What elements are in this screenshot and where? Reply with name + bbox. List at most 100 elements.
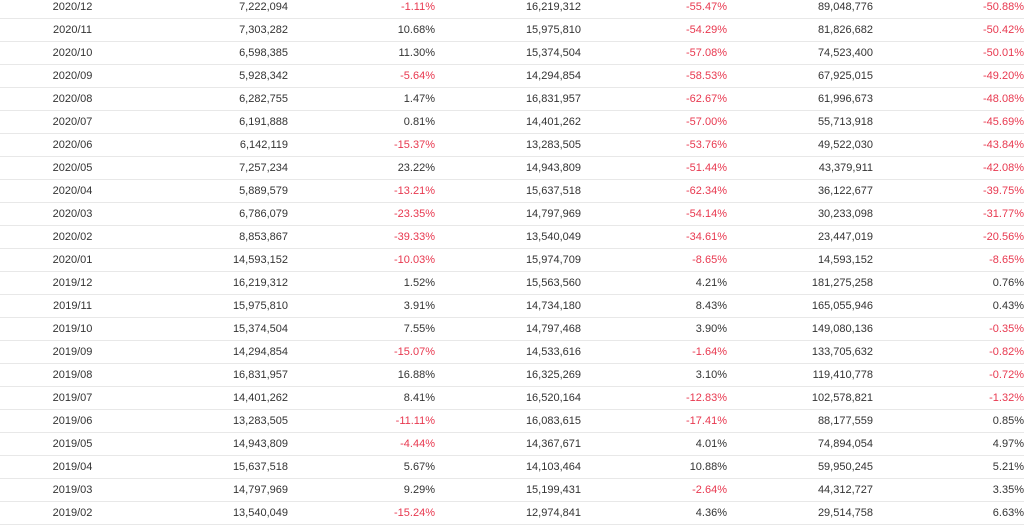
value-1-cell: 6,282,755	[145, 87, 288, 111]
cumulative-cell: 43,379,911	[727, 156, 873, 180]
change-1-cell: -4.44%	[288, 432, 435, 456]
change-2-cell: -17.41%	[581, 409, 727, 433]
change-2-cell: -62.67%	[581, 87, 727, 111]
month-cell: 2019/04	[0, 455, 145, 479]
table-row: 2020/12 7,222,094 -1.11% 16,219,312 -55.47% 8…	[0, 0, 1024, 19]
change-1-cell: 3.91%	[288, 294, 435, 318]
table-row: 2019/04 15,637,518 5.67% 14,103,464 10.88% 59…	[0, 455, 1024, 479]
cumulative-change-cell: -50.88%	[873, 0, 1024, 19]
month-cell: 2019/12	[0, 271, 145, 295]
table-row: 2020/02 8,853,867 -39.33% 13,540,049 -34.61%…	[0, 225, 1024, 249]
change-2-cell: 3.90%	[581, 317, 727, 341]
change-1-cell: 9.29%	[288, 478, 435, 502]
change-1-cell: 5.67%	[288, 455, 435, 479]
value-1-cell: 6,142,119	[145, 133, 288, 157]
value-1-cell: 5,928,342	[145, 64, 288, 88]
table-row: 2020/07 6,191,888 0.81% 14,401,262 -57.00% 55…	[0, 110, 1024, 134]
cumulative-change-cell: -0.35%	[873, 317, 1024, 341]
change-2-cell: -12.83%	[581, 386, 727, 410]
table-row: 2019/07 14,401,262 8.41% 16,520,164 -12.83% 1…	[0, 386, 1024, 410]
change-2-cell: 4.36%	[581, 501, 727, 525]
value-2-cell: 14,294,854	[435, 64, 581, 88]
value-1-cell: 13,283,505	[145, 409, 288, 433]
cumulative-change-cell: -31.77%	[873, 202, 1024, 226]
cumulative-cell: 119,410,778	[727, 363, 873, 387]
value-2-cell: 14,103,464	[435, 455, 581, 479]
cumulative-change-cell: -8.65%	[873, 248, 1024, 272]
value-1-cell: 14,294,854	[145, 340, 288, 364]
change-2-cell: -58.53%	[581, 64, 727, 88]
cumulative-change-cell: -39.75%	[873, 179, 1024, 203]
value-2-cell: 13,283,505	[435, 133, 581, 157]
change-2-cell: 3.10%	[581, 363, 727, 387]
value-2-cell: 15,199,431	[435, 478, 581, 502]
cumulative-change-cell: -0.72%	[873, 363, 1024, 387]
value-2-cell: 16,831,957	[435, 87, 581, 111]
month-cell: 2020/06	[0, 133, 145, 157]
change-2-cell: -2.64%	[581, 478, 727, 502]
value-2-cell: 16,083,615	[435, 409, 581, 433]
value-2-cell: 14,797,468	[435, 317, 581, 341]
change-2-cell: -62.34%	[581, 179, 727, 203]
value-1-cell: 15,637,518	[145, 455, 288, 479]
table-row: 2020/06 6,142,119 -15.37% 13,283,505 -53.76%…	[0, 133, 1024, 157]
cumulative-cell: 44,312,727	[727, 478, 873, 502]
change-1-cell: 8.41%	[288, 386, 435, 410]
table-row: 2020/03 6,786,079 -23.35% 14,797,969 -54.14%…	[0, 202, 1024, 226]
value-2-cell: 16,325,269	[435, 363, 581, 387]
value-2-cell: 16,520,164	[435, 386, 581, 410]
month-cell: 2019/05	[0, 432, 145, 456]
cumulative-change-cell: -48.08%	[873, 87, 1024, 111]
table-row: 2019/12 16,219,312 1.52% 15,563,560 4.21% 181…	[0, 271, 1024, 295]
change-1-cell: -11.11%	[288, 409, 435, 433]
month-cell: 2019/10	[0, 317, 145, 341]
value-1-cell: 5,889,579	[145, 179, 288, 203]
cumulative-change-cell: 4.97%	[873, 432, 1024, 456]
cumulative-cell: 55,713,918	[727, 110, 873, 134]
change-1-cell: 10.68%	[288, 18, 435, 42]
cumulative-change-cell: -42.08%	[873, 156, 1024, 180]
cumulative-change-cell: 3.35%	[873, 478, 1024, 502]
month-cell: 2020/08	[0, 87, 145, 111]
month-cell: 2020/07	[0, 110, 145, 134]
cumulative-change-cell: -43.84%	[873, 133, 1024, 157]
change-2-cell: 4.21%	[581, 271, 727, 295]
cumulative-cell: 102,578,821	[727, 386, 873, 410]
cumulative-change-cell: -45.69%	[873, 110, 1024, 134]
cumulative-change-cell: 5.21%	[873, 455, 1024, 479]
month-cell: 2020/02	[0, 225, 145, 249]
value-1-cell: 14,401,262	[145, 386, 288, 410]
value-2-cell: 15,974,709	[435, 248, 581, 272]
change-1-cell: 16.88%	[288, 363, 435, 387]
change-2-cell: -34.61%	[581, 225, 727, 249]
change-1-cell: 23.22%	[288, 156, 435, 180]
cumulative-cell: 30,233,098	[727, 202, 873, 226]
change-1-cell: -10.03%	[288, 248, 435, 272]
table-row: 2020/08 6,282,755 1.47% 16,831,957 -62.67% 61…	[0, 87, 1024, 111]
value-2-cell: 14,401,262	[435, 110, 581, 134]
month-cell: 2020/09	[0, 64, 145, 88]
month-cell: 2020/12	[0, 0, 145, 19]
value-2-cell: 14,734,180	[435, 294, 581, 318]
change-2-cell: 4.01%	[581, 432, 727, 456]
change-1-cell: 1.52%	[288, 271, 435, 295]
value-1-cell: 7,257,234	[145, 156, 288, 180]
table-row: 2020/11 7,303,282 10.68% 15,975,810 -54.29% 8…	[0, 18, 1024, 42]
value-2-cell: 14,367,671	[435, 432, 581, 456]
table-row: 2019/06 13,283,505 -11.11% 16,083,615 -17.41…	[0, 409, 1024, 433]
cumulative-change-cell: 0.43%	[873, 294, 1024, 318]
change-1-cell: 1.47%	[288, 87, 435, 111]
value-1-cell: 6,786,079	[145, 202, 288, 226]
change-1-cell: -23.35%	[288, 202, 435, 226]
value-1-cell: 14,797,969	[145, 478, 288, 502]
value-2-cell: 15,563,560	[435, 271, 581, 295]
value-1-cell: 15,374,504	[145, 317, 288, 341]
value-1-cell: 13,540,049	[145, 501, 288, 525]
value-2-cell: 15,374,504	[435, 41, 581, 65]
month-cell: 2020/01	[0, 248, 145, 272]
cumulative-change-cell: -0.82%	[873, 340, 1024, 364]
table-row: 2020/01 14,593,152 -10.03% 15,974,709 -8.65%…	[0, 248, 1024, 272]
month-cell: 2020/10	[0, 41, 145, 65]
change-2-cell: -54.29%	[581, 18, 727, 42]
